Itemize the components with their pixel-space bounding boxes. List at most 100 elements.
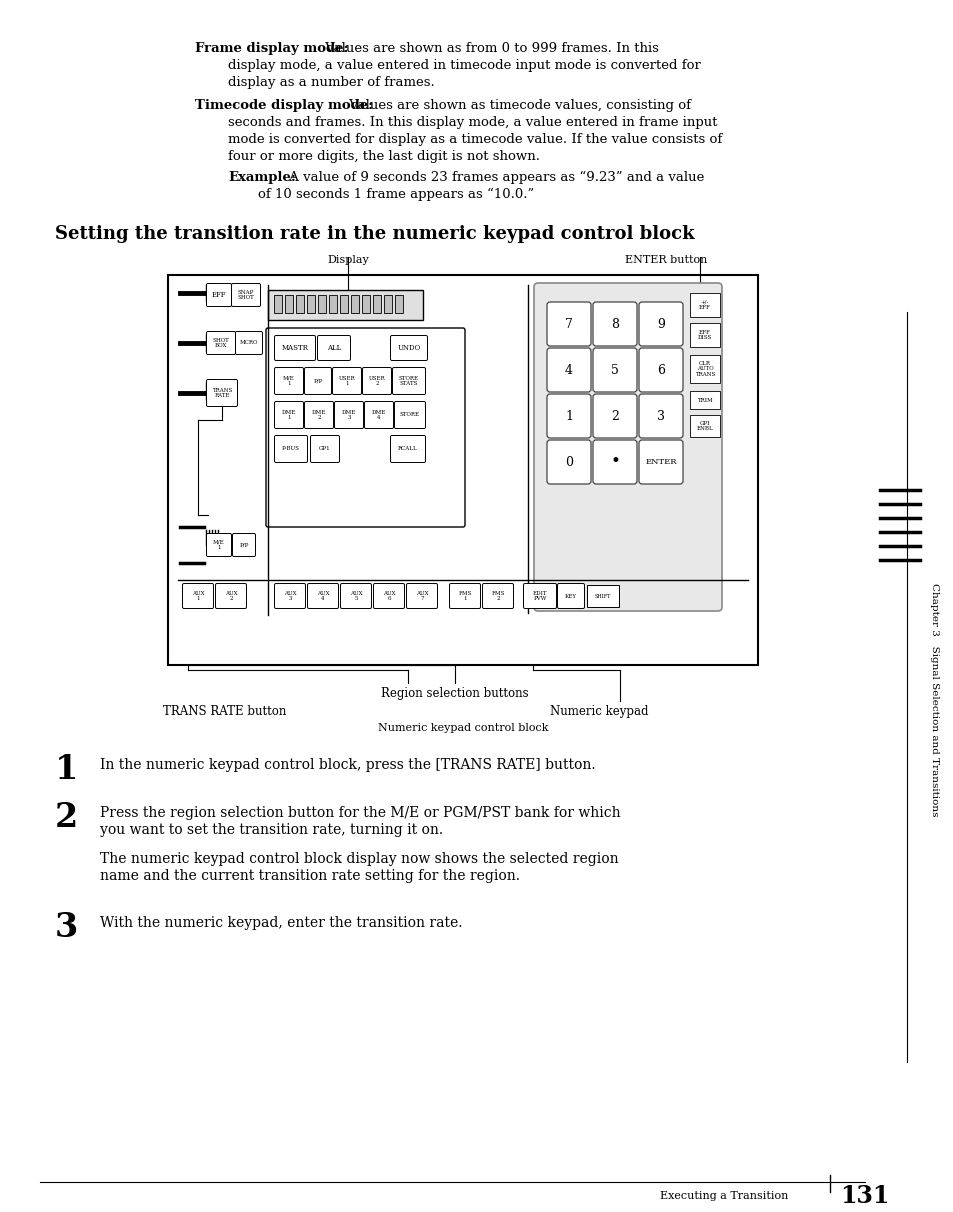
FancyBboxPatch shape bbox=[333, 367, 361, 394]
Text: RCALL: RCALL bbox=[397, 446, 417, 452]
Bar bbox=[689, 293, 720, 318]
FancyBboxPatch shape bbox=[215, 583, 246, 608]
FancyBboxPatch shape bbox=[639, 302, 682, 345]
Text: 9: 9 bbox=[657, 318, 664, 331]
Bar bbox=[384, 295, 392, 313]
Text: 5: 5 bbox=[611, 364, 618, 377]
Bar bbox=[373, 295, 380, 313]
FancyBboxPatch shape bbox=[310, 435, 339, 463]
Bar bbox=[689, 355, 720, 383]
Text: DME
1: DME 1 bbox=[281, 410, 295, 421]
FancyBboxPatch shape bbox=[232, 284, 260, 307]
Bar bbox=[689, 391, 720, 408]
Bar bbox=[689, 415, 720, 438]
FancyBboxPatch shape bbox=[274, 401, 303, 429]
Text: KEY: KEY bbox=[564, 594, 577, 599]
Text: GP1: GP1 bbox=[319, 446, 331, 452]
Text: SHOT
BOX: SHOT BOX bbox=[213, 338, 229, 348]
FancyBboxPatch shape bbox=[206, 533, 232, 556]
Text: P/P: P/P bbox=[239, 543, 249, 548]
Bar bbox=[285, 295, 293, 313]
Text: Values are shown as from 0 to 999 frames. In this: Values are shown as from 0 to 999 frames… bbox=[320, 42, 659, 55]
Text: Chapter 3   Signal Selection and Transitions: Chapter 3 Signal Selection and Transitio… bbox=[929, 583, 939, 817]
Text: seconds and frames. In this display mode, a value entered in frame input: seconds and frames. In this display mode… bbox=[228, 116, 717, 128]
Text: ALL: ALL bbox=[327, 344, 341, 351]
FancyBboxPatch shape bbox=[335, 401, 363, 429]
Text: DME
2: DME 2 bbox=[312, 410, 326, 421]
Text: name and the current transition rate setting for the region.: name and the current transition rate set… bbox=[100, 869, 519, 884]
Text: Example:: Example: bbox=[228, 171, 295, 184]
Text: With the numeric keypad, enter the transition rate.: With the numeric keypad, enter the trans… bbox=[100, 916, 462, 930]
Text: DME
4: DME 4 bbox=[372, 410, 386, 421]
Text: Setting the transition rate in the numeric keypad control block: Setting the transition rate in the numer… bbox=[55, 225, 694, 242]
Text: CLR
AUTO
TRANS: CLR AUTO TRANS bbox=[694, 361, 715, 377]
FancyBboxPatch shape bbox=[206, 332, 235, 354]
Text: •: • bbox=[609, 453, 619, 470]
Text: DME
3: DME 3 bbox=[341, 410, 355, 421]
Text: M/E
1: M/E 1 bbox=[213, 539, 225, 550]
Text: AUX
6: AUX 6 bbox=[382, 590, 395, 601]
Text: AUX
3: AUX 3 bbox=[283, 590, 296, 601]
FancyBboxPatch shape bbox=[307, 583, 338, 608]
FancyBboxPatch shape bbox=[274, 583, 305, 608]
FancyBboxPatch shape bbox=[449, 583, 480, 608]
FancyBboxPatch shape bbox=[392, 367, 425, 394]
FancyBboxPatch shape bbox=[317, 336, 350, 360]
Bar bbox=[586, 585, 618, 607]
FancyBboxPatch shape bbox=[274, 336, 315, 360]
FancyBboxPatch shape bbox=[274, 435, 307, 463]
Bar bbox=[361, 295, 370, 313]
Text: display as a number of frames.: display as a number of frames. bbox=[228, 76, 435, 88]
FancyBboxPatch shape bbox=[639, 394, 682, 438]
Text: +/-
EFF: +/- EFF bbox=[699, 299, 710, 310]
Text: USER
1: USER 1 bbox=[338, 376, 355, 387]
Bar bbox=[351, 295, 358, 313]
Text: 2: 2 bbox=[611, 410, 618, 423]
FancyBboxPatch shape bbox=[340, 583, 371, 608]
Text: 2: 2 bbox=[55, 801, 78, 834]
Text: ENTER: ENTER bbox=[644, 458, 676, 465]
Text: Values are shown as timecode values, consisting of: Values are shown as timecode values, con… bbox=[345, 99, 690, 112]
FancyBboxPatch shape bbox=[206, 284, 232, 307]
FancyBboxPatch shape bbox=[593, 440, 637, 484]
Text: ENTER button: ENTER button bbox=[624, 255, 706, 265]
Text: EFF: EFF bbox=[212, 291, 226, 299]
FancyBboxPatch shape bbox=[546, 394, 590, 438]
Bar bbox=[339, 295, 348, 313]
FancyBboxPatch shape bbox=[406, 583, 437, 608]
FancyBboxPatch shape bbox=[593, 302, 637, 345]
Text: Numeric keypad control block: Numeric keypad control block bbox=[377, 724, 548, 733]
Text: FMS
1: FMS 1 bbox=[457, 590, 471, 601]
Text: In the numeric keypad control block, press the [TRANS RATE] button.: In the numeric keypad control block, pre… bbox=[100, 758, 595, 772]
Text: 1: 1 bbox=[564, 410, 573, 423]
Bar bbox=[317, 295, 326, 313]
FancyBboxPatch shape bbox=[395, 401, 425, 429]
FancyBboxPatch shape bbox=[546, 348, 590, 391]
Text: 0: 0 bbox=[564, 456, 573, 469]
Text: STORE
STATS: STORE STATS bbox=[398, 376, 418, 387]
FancyBboxPatch shape bbox=[593, 394, 637, 438]
Text: 1: 1 bbox=[55, 753, 78, 787]
Bar bbox=[168, 275, 758, 665]
FancyBboxPatch shape bbox=[206, 379, 237, 406]
Text: EFF
DISS: EFF DISS bbox=[697, 330, 712, 341]
Text: EDIT
PVW: EDIT PVW bbox=[532, 590, 547, 601]
Text: TRANS RATE button: TRANS RATE button bbox=[163, 705, 286, 718]
FancyBboxPatch shape bbox=[534, 282, 721, 611]
Text: AUX
2: AUX 2 bbox=[225, 590, 237, 601]
Text: 131: 131 bbox=[840, 1184, 889, 1208]
FancyBboxPatch shape bbox=[182, 583, 213, 608]
Bar bbox=[395, 295, 402, 313]
FancyBboxPatch shape bbox=[235, 332, 262, 354]
Text: M/E
1: M/E 1 bbox=[283, 376, 294, 387]
Text: The numeric keypad control block display now shows the selected region: The numeric keypad control block display… bbox=[100, 852, 618, 867]
Text: TRANS
RATE: TRANS RATE bbox=[212, 388, 232, 399]
FancyBboxPatch shape bbox=[374, 583, 404, 608]
Text: MCRO: MCRO bbox=[239, 341, 258, 345]
Text: TRIM: TRIM bbox=[697, 398, 712, 402]
Text: Timecode display mode:: Timecode display mode: bbox=[194, 99, 373, 112]
Text: of 10 seconds 1 frame appears as “10.0.”: of 10 seconds 1 frame appears as “10.0.” bbox=[257, 188, 534, 201]
FancyBboxPatch shape bbox=[274, 367, 303, 394]
Text: 8: 8 bbox=[610, 318, 618, 331]
FancyBboxPatch shape bbox=[266, 328, 464, 527]
